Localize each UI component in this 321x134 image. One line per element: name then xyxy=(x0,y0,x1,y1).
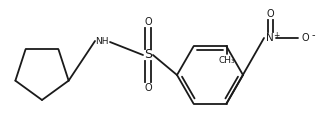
Text: O: O xyxy=(266,9,274,19)
Text: CH₃: CH₃ xyxy=(218,56,235,65)
Text: O: O xyxy=(301,33,309,43)
Text: N: N xyxy=(266,33,274,43)
Text: +: + xyxy=(273,31,279,40)
Text: O: O xyxy=(144,17,152,27)
Text: NH: NH xyxy=(95,38,109,46)
Text: O: O xyxy=(144,83,152,93)
Text: S: S xyxy=(144,49,152,62)
Text: -: - xyxy=(311,30,315,40)
